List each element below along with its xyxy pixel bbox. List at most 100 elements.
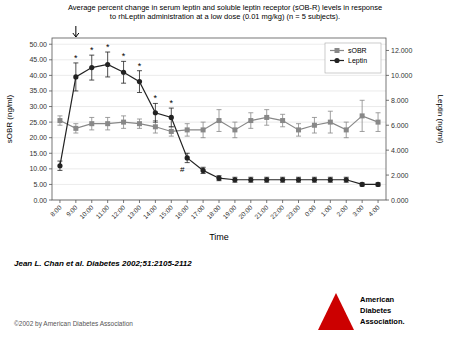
- point: [375, 182, 380, 187]
- point: [121, 120, 126, 125]
- y2-tick: [386, 75, 389, 76]
- y-tick: [49, 75, 52, 76]
- error-bar: [328, 111, 333, 133]
- point: [105, 62, 110, 67]
- x-tick: [75, 200, 76, 203]
- annotation: *: [154, 93, 158, 103]
- y2-tick: [386, 150, 389, 151]
- x-tick: [187, 200, 188, 203]
- legend-marker: [334, 58, 339, 63]
- x-tick-label: 16:00: [173, 203, 190, 220]
- point: [200, 168, 205, 173]
- y-tick: [49, 137, 52, 138]
- x-tick: [123, 200, 124, 203]
- error-bar: [169, 127, 174, 136]
- title: Average percent change in serum leptin a…: [68, 3, 382, 21]
- point: [185, 155, 190, 160]
- grid-line: [52, 168, 386, 169]
- x-tick: [378, 200, 379, 203]
- y-tick-label: 25.00: [29, 119, 47, 126]
- error-bar: [312, 177, 317, 182]
- x-tick-label: 20:00: [237, 203, 254, 220]
- injection-arrow: [73, 26, 79, 37]
- x-tick: [282, 200, 283, 203]
- y-tick: [49, 106, 52, 107]
- error-bar: [89, 117, 94, 129]
- error-bar: [201, 122, 206, 138]
- x-tick-label: 10:00: [78, 203, 95, 220]
- point: [57, 118, 62, 123]
- point: [57, 163, 62, 168]
- chart: Average percent change in serum leptin a…: [0, 0, 450, 338]
- x-tick-label: 3:00: [351, 203, 365, 217]
- logo-text: Diabetes: [360, 306, 391, 315]
- grid-line: [52, 75, 386, 76]
- error-bar: [105, 52, 110, 77]
- error-bar: [217, 110, 222, 132]
- x-tick: [59, 200, 60, 203]
- point: [153, 110, 158, 115]
- legend: sOBRLeptin: [325, 43, 381, 73]
- point: [248, 177, 253, 182]
- x-tick-label: 14:00: [142, 203, 159, 220]
- x-tick: [155, 200, 156, 203]
- x-tick: [314, 200, 315, 203]
- error-bar: [137, 119, 142, 128]
- title-line: Average percent change in serum leptin a…: [68, 3, 382, 12]
- y2-tick-label: 4.000: [391, 147, 409, 154]
- error-bar: [201, 167, 206, 173]
- y-tick-label: 45.00: [29, 56, 47, 63]
- y2-tick-label: 8.000: [391, 97, 409, 104]
- y2-tick: [386, 100, 389, 101]
- y-tick: [49, 200, 52, 201]
- copyright: ©2002 by American Diabetes Association: [14, 320, 133, 328]
- x-tick: [362, 200, 363, 203]
- point: [185, 127, 190, 132]
- x-tick-label: 23:00: [285, 203, 302, 220]
- x-tick: [219, 200, 220, 203]
- x-axis-label: Time: [209, 232, 229, 242]
- grid-line: [52, 153, 386, 154]
- y-tick-label: 15.00: [29, 150, 47, 157]
- error-bar: [57, 161, 62, 170]
- y-tick-label: 30.00: [29, 103, 47, 110]
- point: [232, 127, 237, 132]
- annotation: *: [106, 42, 110, 52]
- error-bar: [73, 63, 78, 91]
- error-bar: [105, 117, 110, 129]
- grid-line: [52, 137, 386, 138]
- y-tick: [49, 44, 52, 45]
- x-tick-label: 0:00: [303, 203, 317, 217]
- point: [280, 177, 285, 182]
- error-bar: [248, 177, 253, 182]
- error-bar: [153, 103, 158, 122]
- logo: AmericanDiabetesAssociation.: [318, 293, 405, 330]
- logo-text: American: [360, 295, 395, 304]
- x-tick-label: 1:00: [319, 203, 333, 217]
- error-bar: [137, 71, 142, 93]
- error-bar: [344, 177, 349, 182]
- y2-tick: [386, 200, 389, 201]
- error-bar: [57, 116, 62, 125]
- x-tick: [234, 200, 235, 203]
- annotation: *: [138, 61, 142, 71]
- point: [296, 177, 301, 182]
- x-tick-label: 19:00: [221, 203, 238, 220]
- y-tick-label: 20.00: [29, 134, 47, 141]
- error-bar: [121, 61, 126, 83]
- point: [344, 177, 349, 182]
- x-tick: [346, 200, 347, 203]
- point: [376, 120, 381, 125]
- point: [232, 177, 237, 182]
- error-bar: [185, 153, 190, 162]
- x-tick: [91, 200, 92, 203]
- point: [201, 127, 206, 132]
- error-bar: [280, 114, 285, 126]
- error-bar: [264, 110, 269, 126]
- point: [312, 123, 317, 128]
- y2-tick: [386, 125, 389, 126]
- x-tick-label: 15:00: [158, 203, 175, 220]
- point: [73, 74, 78, 79]
- point: [344, 127, 349, 132]
- error-bar: [248, 113, 253, 129]
